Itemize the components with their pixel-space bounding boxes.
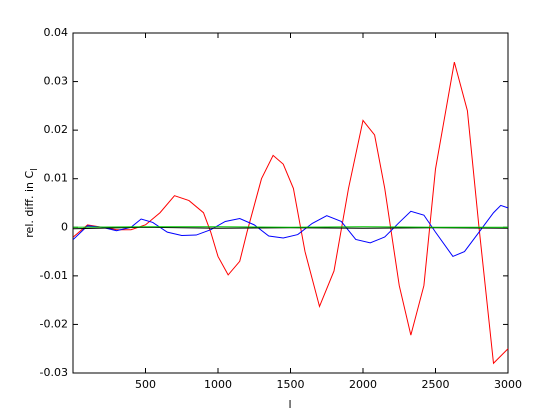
y-tick-label: -0.03: [40, 366, 68, 379]
y-axis-label: rel. diff. in Cl: [23, 168, 40, 237]
data-line: [72, 62, 509, 365]
y-axis-label-text: rel. diff. in C: [23, 170, 36, 237]
y-tick-label: -0.01: [40, 269, 68, 282]
y-tick-label: 0: [61, 220, 68, 233]
plot-box: [72, 32, 509, 374]
x-tick-label: 500: [135, 378, 156, 391]
y-tick-label: 0.02: [44, 123, 69, 136]
y-axis-label-subscript: l: [30, 168, 40, 171]
x-axis-label: l: [288, 398, 291, 411]
data-line: [72, 204, 509, 258]
x-tick-label: 2000: [349, 378, 377, 391]
y-tick-label: 0.03: [44, 75, 69, 88]
y-tick-label: 0.01: [44, 172, 69, 185]
y-tick-label: 0.04: [44, 26, 69, 39]
x-tick-label: 2500: [422, 378, 450, 391]
x-tick-label: 1500: [277, 378, 305, 391]
x-tick-label: 3000: [494, 378, 522, 391]
y-tick-label: -0.02: [40, 317, 68, 330]
x-tick-label: 1000: [204, 378, 232, 391]
